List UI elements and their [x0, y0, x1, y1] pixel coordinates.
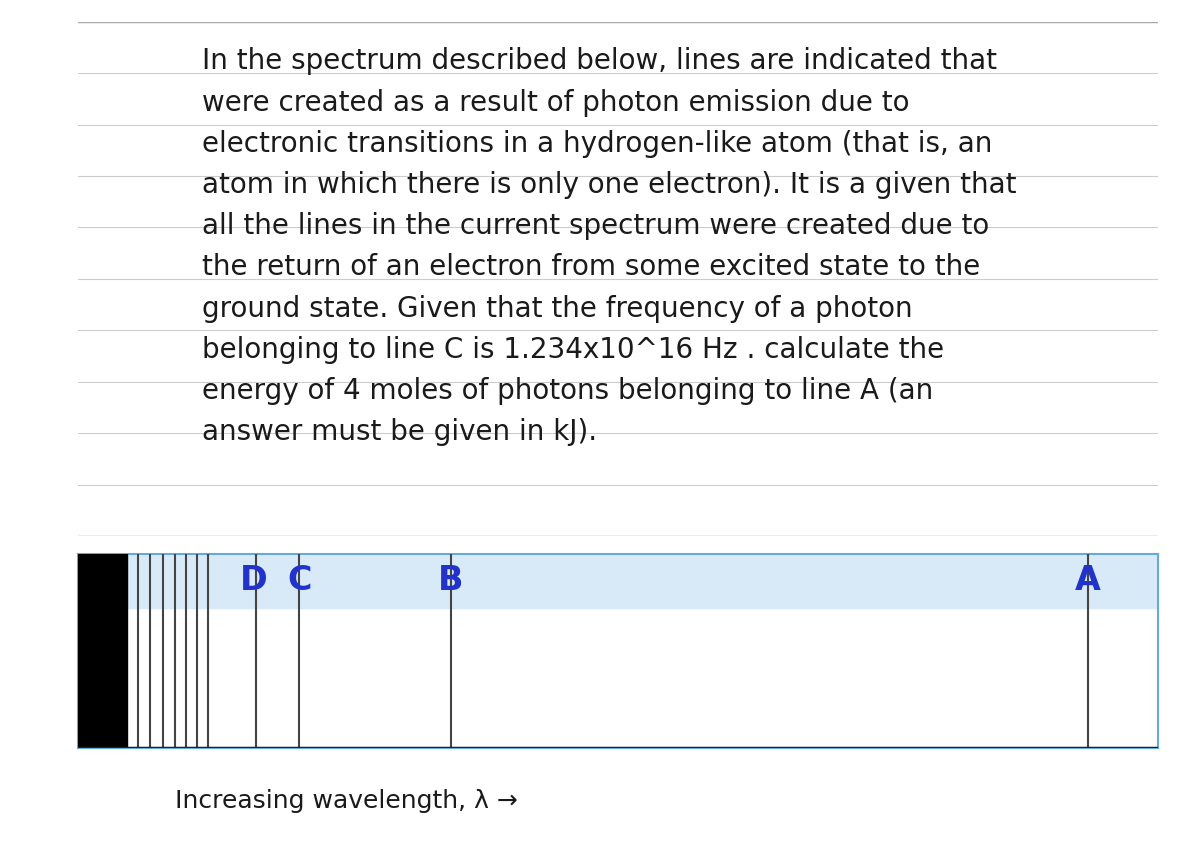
- Text: Increasing wavelength, λ →: Increasing wavelength, λ →: [175, 789, 518, 813]
- Text: A: A: [1075, 564, 1100, 598]
- Text: B: B: [438, 564, 463, 598]
- Text: In the spectrum described below, lines are indicated that
were created as a resu: In the spectrum described below, lines a…: [202, 48, 1016, 446]
- Text: D: D: [240, 564, 268, 598]
- Bar: [78, 554, 127, 748]
- Bar: [78, 554, 1158, 608]
- Text: C: C: [287, 564, 312, 598]
